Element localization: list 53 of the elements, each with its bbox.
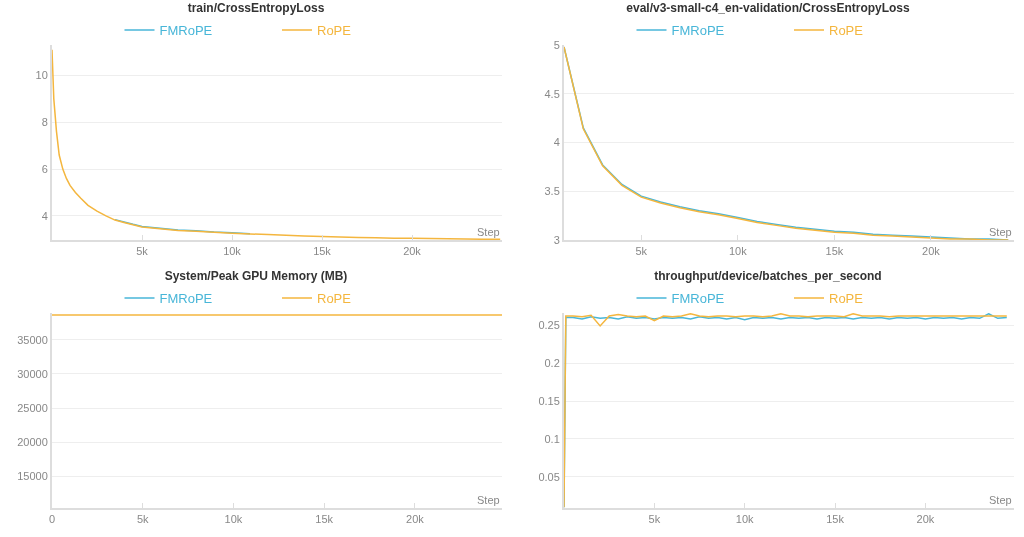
line-series [52,48,501,240]
y-tick-label: 0.2 [544,356,560,369]
x-tick-label: 10k [728,245,748,258]
y-tick-label: 4.5 [544,87,560,100]
chart-title: eval/v3-small-c4_en-validation/CrossEntropyLoss [626,1,911,16]
x-tick-label: 15k [313,245,332,258]
legend-label: FMRoPE [671,23,725,39]
x-tick-label: 20k [406,513,425,526]
x-axis-title: Step [477,226,500,238]
y-tick-label: 15000 [17,470,48,483]
y-tick-label: 3 [553,233,560,246]
y-tick-label: 5 [553,38,560,51]
x-tick-label: 10k [224,513,243,526]
x-tick-label: 20k [403,245,422,258]
y-tick-label: 8 [41,116,48,129]
y-tick-label: 10 [35,69,48,82]
y-tick-label: 35000 [17,333,48,346]
y-tick-label: 0.05 [538,470,560,483]
y-tick-label: 30000 [17,367,48,380]
y-tick-label: 0.1 [544,432,560,445]
x-tick-label: 5k [648,513,661,526]
y-tick-label: 25000 [17,401,48,414]
y-tick-label: 0.15 [538,394,560,407]
x-tick-label: 15k [825,245,844,258]
chart-title: train/CrossEntropyLoss [187,1,325,16]
x-tick-label: 20k [922,245,941,258]
chart-title: throughput/device/batches_per_second [654,269,882,284]
legend-label: RoPE [829,23,864,39]
y-tick-label: 6 [41,162,48,175]
x-tick-label: 10k [735,513,755,526]
x-tick-label: 5k [136,513,150,526]
y-tick-label: 3.5 [544,185,560,198]
x-tick-label: 5k [136,245,149,258]
x-axis-title: Step [477,494,500,506]
x-tick-label: 15k [826,513,845,526]
x-axis-title: Step [989,494,1012,506]
legend-label: FMRoPE [159,23,213,39]
y-tick-label: 0.25 [538,318,560,331]
legend-label: FMRoPE [671,291,725,307]
legend-label: RoPE [317,23,352,39]
y-tick-label: 4 [553,136,560,149]
legend-label: RoPE [829,291,864,307]
y-tick-label: 20000 [17,436,48,449]
x-tick-label: 15k [315,513,334,526]
x-tick-label: 5k [635,245,648,258]
chart-title: System/Peak GPU Memory (MB) [164,269,348,284]
y-tick-label: 4 [41,209,48,222]
x-tick-label: 0 [48,513,56,526]
x-tick-label: 10k [223,245,242,258]
legend-label: RoPE [317,291,352,307]
legend-label: FMRoPE [159,291,213,307]
x-tick-label: 20k [916,513,935,526]
x-axis-title: Step [989,226,1012,238]
